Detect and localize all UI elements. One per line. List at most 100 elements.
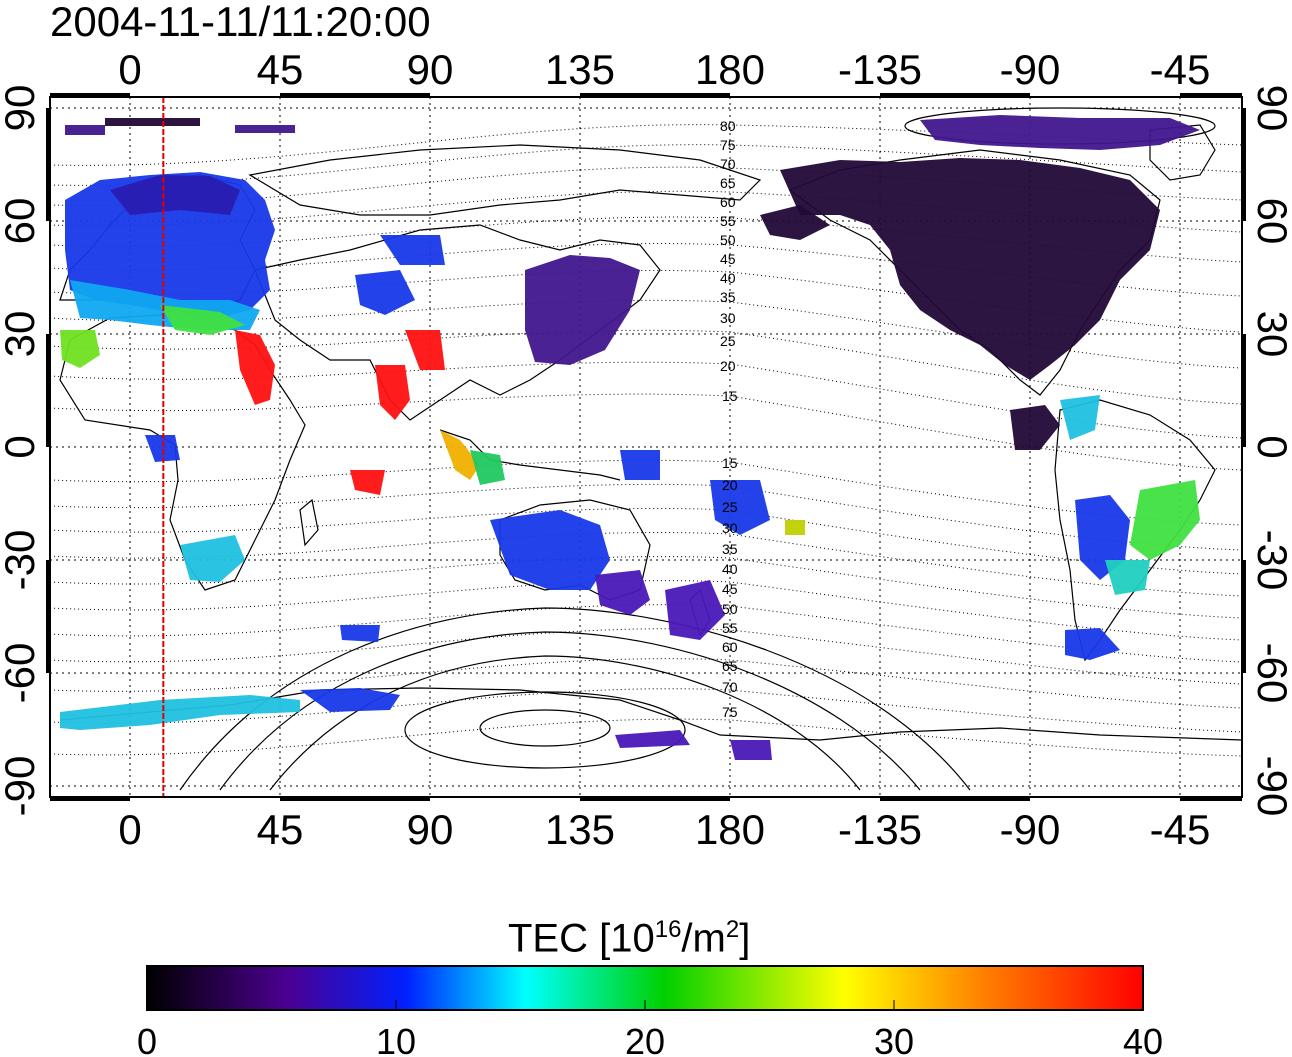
tec-cell-arctic-canada bbox=[920, 115, 1200, 150]
tec-cell-india bbox=[375, 365, 410, 420]
tec-cell-indonesia-green bbox=[470, 450, 505, 485]
lat-tick-label: 30 bbox=[1249, 311, 1292, 358]
lat-tick-label: 60 bbox=[0, 198, 43, 245]
contour-label: 50 bbox=[720, 232, 736, 248]
tec-cell-arctic-north bbox=[105, 118, 200, 126]
lat-tick-label: 30 bbox=[0, 311, 43, 358]
contour-label: 60 bbox=[720, 194, 736, 210]
frame-ticks bbox=[46, 93, 1246, 801]
tec-cell-south-america-blue bbox=[1075, 495, 1130, 580]
colorbar-tick-label: 0 bbox=[137, 1021, 157, 1057]
contour-label: 35 bbox=[720, 289, 736, 305]
tec-cell-central-asia bbox=[355, 270, 415, 315]
tec-cell-east-asia bbox=[380, 235, 445, 265]
lat-tick-label: -60 bbox=[0, 643, 43, 704]
tec-cell-china bbox=[525, 255, 640, 365]
contour-label: 20 bbox=[722, 477, 738, 493]
contour-label: 30 bbox=[722, 520, 738, 536]
lat-tick-label: 0 bbox=[0, 435, 43, 458]
bottom-longitude-labels: 0 45 90 135 180 -135 -90 -45 bbox=[118, 806, 1210, 853]
lon-tick-label: -90 bbox=[1000, 46, 1061, 93]
tec-data-cells bbox=[60, 115, 1200, 760]
lon-tick-label: 90 bbox=[407, 46, 454, 93]
contour-label: 35 bbox=[722, 541, 738, 557]
lat-tick-label: -90 bbox=[1249, 756, 1292, 817]
tec-cell-south-africa bbox=[180, 535, 245, 582]
colorbar-tick-label: 10 bbox=[376, 1021, 416, 1057]
lat-tick-label: 60 bbox=[1249, 198, 1292, 245]
lon-tick-label: 90 bbox=[407, 806, 454, 853]
tec-cell-caribbean bbox=[1060, 395, 1100, 440]
contour-label: 75 bbox=[720, 137, 736, 153]
colorbar-tick-label: 20 bbox=[625, 1021, 665, 1057]
contour-label: 70 bbox=[722, 679, 738, 695]
lon-tick-label: -45 bbox=[1150, 46, 1211, 93]
tec-cell-south-america-green bbox=[1130, 480, 1200, 560]
colorbar-title-unit: /m bbox=[681, 916, 726, 961]
contour-label: 20 bbox=[720, 358, 736, 374]
greenland-coast bbox=[1149, 124, 1216, 181]
contour-label: 80 bbox=[720, 118, 736, 134]
tec-cell-arabia bbox=[235, 330, 275, 405]
contour-labels: 80 75 70 65 60 55 50 45 40 35 30 25 20 1… bbox=[720, 118, 738, 720]
lon-tick-label: 180 bbox=[695, 46, 765, 93]
colorbar-tick-label: 40 bbox=[1123, 1021, 1163, 1057]
tec-cell-new-zealand bbox=[665, 580, 725, 640]
tec-cell-indochina bbox=[440, 430, 480, 480]
tec-cell-arctic-svalbard bbox=[235, 125, 295, 133]
lon-tick-label: 45 bbox=[257, 806, 304, 853]
lon-tick-label: -135 bbox=[838, 46, 922, 93]
contour-label: 75 bbox=[722, 704, 738, 720]
lon-tick-label: 0 bbox=[118, 46, 141, 93]
colorbar-title-suffix: ] bbox=[739, 916, 751, 961]
colorbar-tick-labels: 0 10 20 30 40 bbox=[137, 1021, 1163, 1057]
lat-tick-label: 90 bbox=[1249, 85, 1292, 132]
tec-cell-pacific-mid bbox=[620, 450, 660, 480]
madagascar-coast bbox=[299, 498, 319, 547]
lat-tick-label: 0 bbox=[1249, 435, 1292, 458]
contour-label: 70 bbox=[720, 156, 736, 172]
tec-cell-bay-of-bengal bbox=[405, 330, 445, 370]
contour-label: 55 bbox=[720, 213, 736, 229]
contour-label: 40 bbox=[722, 561, 738, 577]
tec-cell-central-america bbox=[1010, 405, 1060, 450]
contour-label: 65 bbox=[720, 175, 736, 191]
tec-cell-south-america-cyan bbox=[1105, 560, 1150, 595]
tec-cell-southern-ocean bbox=[340, 625, 380, 642]
lat-tick-label: -30 bbox=[1249, 530, 1292, 591]
contour-label: 60 bbox=[722, 639, 738, 655]
contour-label: 45 bbox=[722, 581, 738, 597]
right-latitude-labels: 90 60 30 0 -30 -60 -90 bbox=[1249, 85, 1292, 817]
colorbar-title-prefix: TEC [10 bbox=[508, 916, 655, 961]
tec-cell-antarctic-mid bbox=[300, 688, 400, 712]
tec-cell-mediterranean bbox=[160, 305, 245, 335]
arctic-asia-coast bbox=[248, 144, 762, 216]
contour-label: 15 bbox=[722, 455, 738, 471]
tec-cell-arctic-europe bbox=[65, 125, 105, 135]
lon-tick-label: 180 bbox=[695, 806, 765, 853]
colorbar-title: TEC [1016/m2] bbox=[508, 908, 750, 960]
lat-tick-label: 90 bbox=[0, 85, 43, 132]
tec-cell-antarctic-far-east bbox=[730, 740, 772, 760]
colorbar-title-unit-exponent: 2 bbox=[725, 916, 740, 943]
tec-cell-antarctic-east bbox=[615, 730, 690, 748]
contour-label: 25 bbox=[722, 499, 738, 515]
tec-cell-alaska bbox=[760, 205, 830, 240]
tec-cell-australia-blue bbox=[490, 510, 610, 590]
colorbar-tick-label: 30 bbox=[874, 1021, 914, 1057]
contour-label: 65 bbox=[722, 658, 738, 674]
lat-tick-label: -30 bbox=[0, 530, 43, 591]
contour-label: 55 bbox=[722, 620, 738, 636]
contour-label: 50 bbox=[722, 601, 738, 617]
tec-cell-australia-purple bbox=[595, 570, 650, 615]
colorbar-title-exponent: 16 bbox=[654, 916, 682, 943]
tec-cell-antarctic-west bbox=[60, 695, 300, 730]
contour-label: 40 bbox=[720, 270, 736, 286]
lat-tick-label: -90 bbox=[0, 756, 43, 817]
tec-cell-patagonia bbox=[1065, 628, 1120, 660]
lon-tick-label: -45 bbox=[1150, 806, 1211, 853]
map-timestamp-title: 2004-11-11/11:20:00 bbox=[50, 0, 431, 45]
tec-cell-west-africa bbox=[145, 435, 180, 462]
lon-tick-label: 135 bbox=[545, 806, 615, 853]
